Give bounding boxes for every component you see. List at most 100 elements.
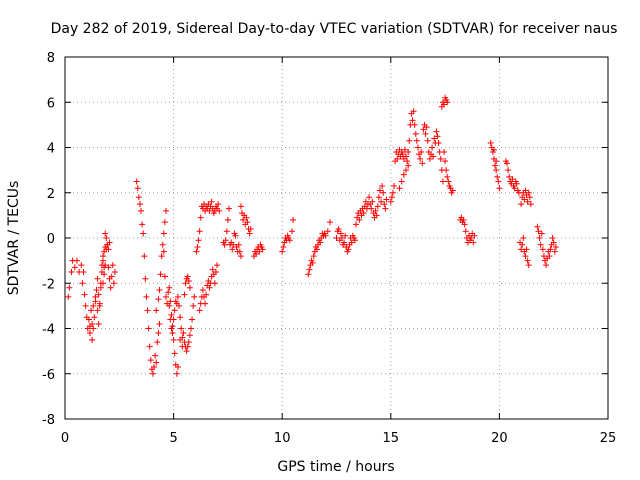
data-point [73,257,80,264]
data-point [280,244,287,251]
data-point [509,176,516,183]
data-point [159,241,166,248]
data-point [403,153,410,160]
data-point [212,268,219,275]
data-point [546,253,553,260]
y-axis-label: SDTVAR / TECUs [6,181,22,296]
data-point [405,149,412,156]
data-point [214,262,221,269]
data-point [80,268,87,275]
data-point [94,307,101,314]
data-point [524,257,531,264]
x-tick-label: 15 [383,431,400,446]
data-point [423,124,430,131]
data-point [82,302,89,309]
data-point [135,194,142,201]
data-point [505,167,512,174]
data-point [178,325,185,332]
data-point [101,271,108,278]
data-point [211,280,218,287]
data-point [338,235,345,241]
data-point [86,330,93,337]
data-point [418,149,425,156]
data-point [394,155,401,162]
data-point [256,248,263,255]
data-point [279,248,286,255]
data-point [88,307,95,314]
data-point [154,339,161,346]
data-point [147,357,154,364]
data-point [470,239,477,246]
data-point [526,194,533,201]
data-point [102,230,109,237]
chart-title: Day 282 of 2019, Sidereal Day-to-day VTE… [51,21,618,37]
data-points [65,94,559,377]
data-point [141,253,148,260]
data-point [222,237,229,244]
data-point [442,158,449,165]
data-point [134,185,141,192]
data-point [381,201,388,208]
data-point [424,137,431,144]
data-point [229,246,236,253]
data-point [434,133,441,140]
data-point [243,214,250,221]
data-point [411,121,418,128]
data-point [90,325,97,332]
data-point [333,235,340,241]
data-point [547,246,554,253]
data-point [168,311,175,318]
data-point [403,167,410,174]
data-point [152,352,159,359]
data-point [538,230,545,237]
data-point [369,198,376,205]
data-point [170,316,177,323]
data-point [496,185,503,192]
data-point [166,302,173,309]
data-point [246,230,253,237]
data-point [81,291,88,298]
data-point [105,246,112,253]
data-point [153,359,160,366]
data-point [240,216,247,223]
data-point [487,139,494,146]
data-point [171,350,178,357]
y-tick-label: 4 [47,142,55,157]
data-point [326,219,333,226]
data-point [522,253,529,260]
data-point [142,275,149,282]
data-point [85,316,92,323]
data-point [156,287,163,294]
data-point [374,203,381,210]
data-point [351,237,358,244]
data-point [66,284,73,291]
data-point [196,228,203,235]
data-point [203,291,210,298]
data-point [181,291,188,298]
data-point [521,196,528,203]
data-point [184,273,191,280]
data-point [353,221,360,228]
y-tick-label: -8 [42,413,55,428]
data-point [461,221,468,228]
data-point [437,155,444,162]
data-point [341,239,348,246]
data-point [387,198,394,205]
data-point [190,302,197,309]
data-point [191,293,198,300]
data-point [100,253,107,260]
data-point [551,248,558,255]
data-point [185,277,192,284]
data-point [166,284,173,291]
data-point [366,194,373,201]
data-point [378,198,385,205]
data-point [380,189,387,196]
data-point [140,230,147,237]
data-point [65,293,72,300]
data-point [90,302,97,309]
data-point [309,259,316,266]
data-point [230,241,237,248]
data-point [237,253,244,260]
data-point [391,182,398,189]
data-point [471,232,478,239]
